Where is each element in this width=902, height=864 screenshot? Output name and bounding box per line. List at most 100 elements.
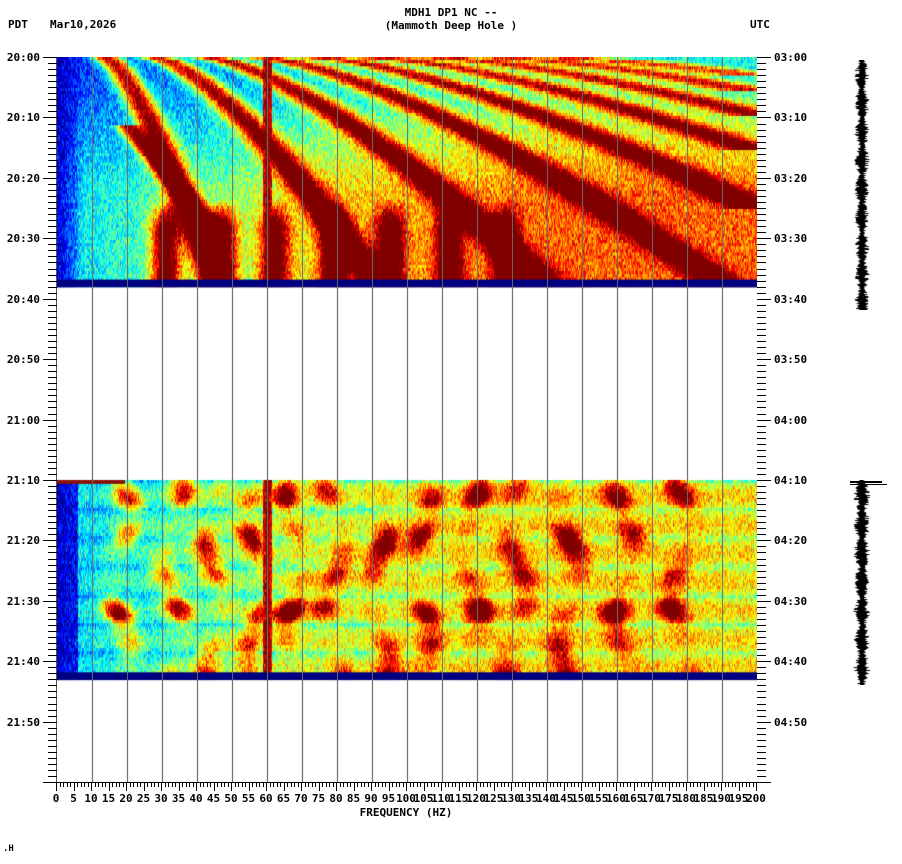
- spectrogram-plot[interactable]: [43, 57, 771, 783]
- time-tick-left: [48, 546, 57, 548]
- time-tick-left: [48, 341, 57, 342]
- frequency-tick: [56, 782, 57, 791]
- time-tick-left: [48, 473, 57, 475]
- frequency-tick: [346, 782, 348, 787]
- time-tick-right: [757, 316, 766, 318]
- time-tick-left: [48, 87, 57, 89]
- time-tick-left: [48, 733, 57, 735]
- time-tick-left: [48, 383, 57, 385]
- frequency-tick: [507, 782, 509, 787]
- time-tick-right: [757, 576, 766, 578]
- frequency-tick: [269, 782, 271, 787]
- frequency-tick: [80, 782, 82, 787]
- frequency-tick: [297, 782, 299, 787]
- time-tick-left: [43, 782, 57, 783]
- frequency-tick: [654, 782, 656, 787]
- frequency-tick: [437, 782, 439, 787]
- frequency-tick: [525, 782, 526, 787]
- frequency-tick: [497, 782, 498, 787]
- time-tick-left: [48, 564, 57, 566]
- time-tick-right: [757, 202, 766, 203]
- frequency-tick: [119, 782, 120, 787]
- frequency-tick: [749, 782, 750, 787]
- time-tick-left: [48, 679, 57, 681]
- time-tick-right: [757, 467, 766, 469]
- frequency-label-40: 40: [189, 792, 203, 805]
- frequency-tick: [686, 782, 687, 791]
- frequency-label-150: 150: [571, 792, 591, 805]
- frequency-tick: [392, 782, 393, 787]
- frequency-tick: [290, 782, 292, 787]
- time-tick-left: [48, 226, 57, 228]
- frequency-tick: [703, 782, 705, 791]
- frequency-label-185: 185: [693, 792, 714, 805]
- frequency-label-60: 60: [259, 792, 273, 805]
- frequency-tick: [357, 782, 358, 787]
- frequency-tick: [546, 782, 547, 791]
- frequency-tick: [486, 782, 488, 787]
- time-tick-right: [757, 594, 766, 596]
- time-tick-left: [48, 123, 57, 125]
- frequency-tick: [199, 782, 201, 787]
- time-tick-right: [757, 183, 766, 185]
- time-tick-right: [757, 757, 766, 759]
- time-tick-left: [48, 413, 57, 415]
- frequency-tick: [672, 782, 673, 787]
- time-tick-left: [48, 105, 57, 107]
- frequency-tick: [511, 782, 512, 791]
- frequency-tick: [696, 782, 698, 787]
- frequency-tick: [735, 782, 736, 787]
- time-tick-right: [757, 763, 766, 765]
- time-tick-left: [48, 347, 57, 348]
- frequency-tick: [626, 782, 628, 787]
- time-label-right-0350: 03:50: [774, 353, 808, 367]
- frequency-tick: [535, 782, 537, 787]
- time-tick-right: [757, 570, 766, 572]
- time-tick-right: [757, 153, 766, 155]
- frequency-label-130: 130: [501, 792, 521, 805]
- time-tick-left: [48, 685, 57, 687]
- time-tick-right: [757, 274, 766, 276]
- time-tick-right: [757, 479, 771, 481]
- time-tick-left: [48, 443, 57, 445]
- time-tick-left: [48, 624, 57, 626]
- time-tick-right: [757, 135, 766, 137]
- time-tick-left: [48, 757, 57, 759]
- time-tick-left: [48, 334, 57, 336]
- frequency-tick: [171, 782, 173, 787]
- time-label-right-0320: 03:20: [774, 171, 808, 185]
- time-tick-right: [757, 528, 766, 530]
- time-tick-left: [48, 431, 57, 433]
- frequency-tick: [343, 782, 344, 787]
- frequency-tick: [388, 782, 390, 791]
- frequency-tick: [112, 782, 113, 787]
- frequency-tick: [714, 782, 715, 787]
- frequency-tick: [518, 782, 519, 787]
- frequency-label-0: 0: [52, 792, 60, 805]
- time-tick-left: [43, 600, 57, 602]
- frequency-label-95: 95: [381, 792, 396, 805]
- time-label-right-0400: 04:00: [774, 413, 808, 427]
- frequency-tick: [598, 782, 600, 791]
- time-tick-left: [48, 129, 57, 131]
- frequency-tick: [108, 782, 110, 791]
- time-tick-left: [48, 618, 57, 620]
- time-tick-left: [48, 655, 57, 657]
- frequency-tick: [584, 782, 586, 787]
- time-tick-left: [48, 75, 57, 77]
- frequency-tick: [731, 782, 733, 787]
- time-label-left-2050: 20:50: [6, 353, 40, 367]
- helicorder-trace-upper-canvas: [838, 60, 886, 310]
- time-tick-right: [757, 256, 766, 258]
- frequency-label-125: 125: [483, 792, 504, 805]
- frequency-tick: [115, 782, 117, 787]
- frequency-tick: [612, 782, 614, 787]
- frequency-tick: [493, 782, 495, 791]
- time-tick-right: [757, 304, 766, 306]
- frequency-tick: [553, 782, 554, 787]
- time-tick-right: [757, 310, 766, 312]
- frequency-tick: [245, 782, 246, 787]
- time-tick-left: [48, 232, 57, 234]
- time-tick-left: [48, 637, 57, 638]
- time-tick-right: [757, 353, 766, 354]
